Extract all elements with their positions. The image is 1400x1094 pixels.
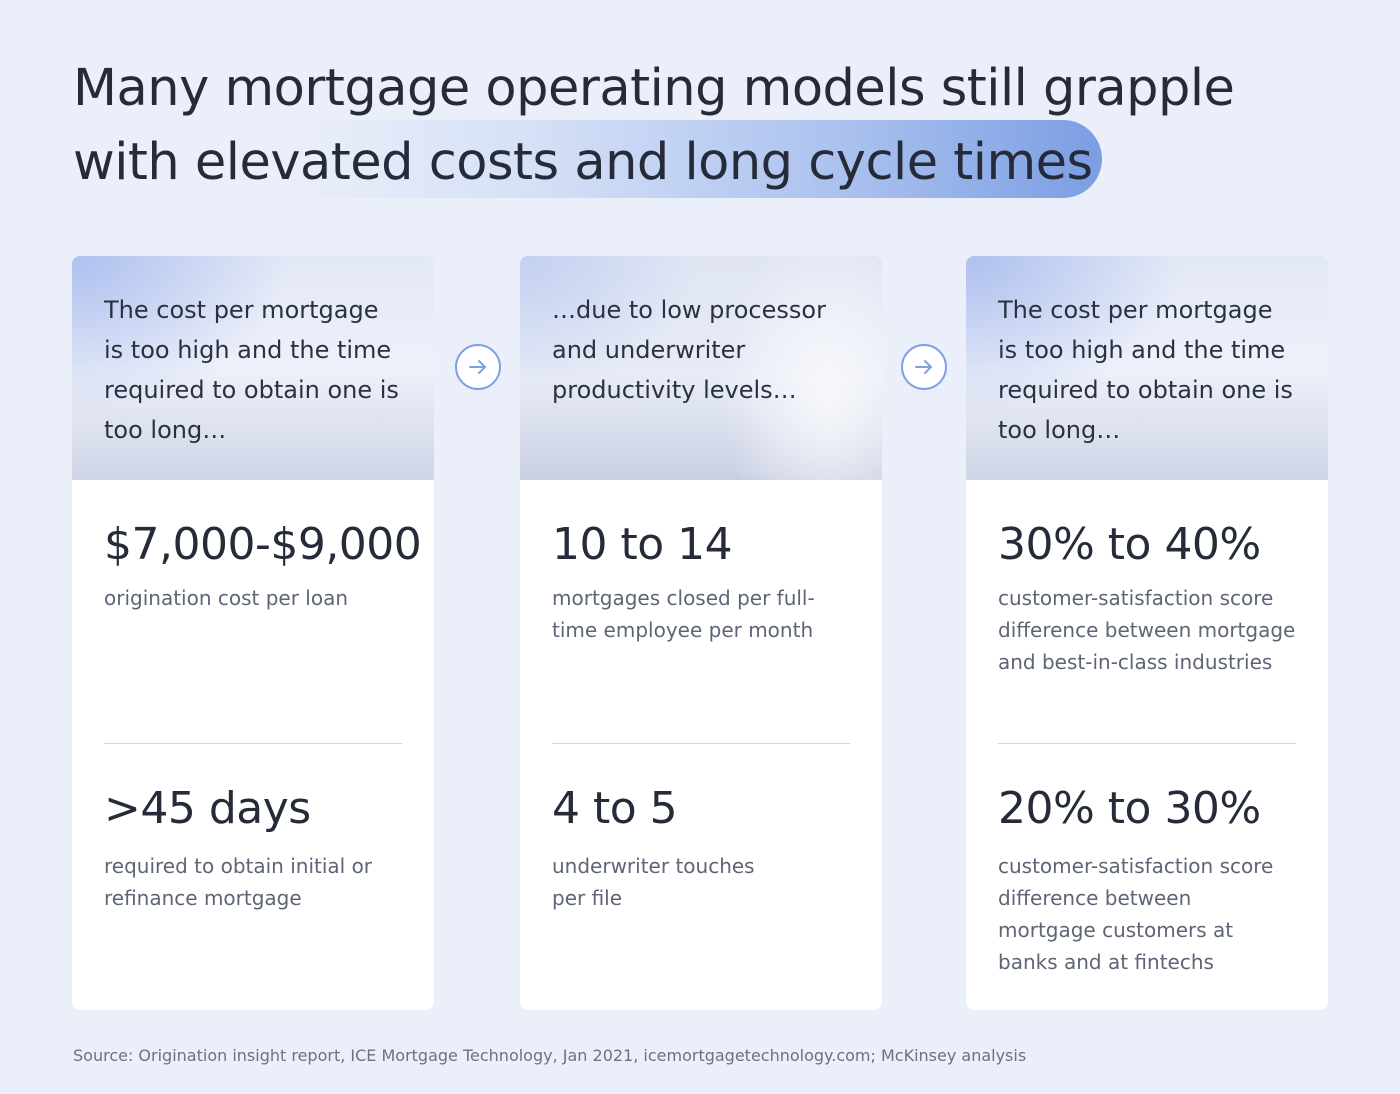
card-productivity: …due to low processor and underwriter pr…	[520, 256, 882, 1010]
stat-block: $7,000-$9,000 origination cost per loan	[104, 514, 422, 614]
card-header: The cost per mortgage is too high and th…	[966, 256, 1328, 480]
divider	[104, 743, 402, 744]
stat-description: mortgages closed per full-time employee …	[552, 586, 815, 642]
stat-value: 10 to 14	[552, 519, 733, 570]
stat-description: customer-satisfaction score difference b…	[998, 586, 1296, 674]
card-header-text: The cost per mortgage is too high and th…	[104, 296, 399, 444]
title-line-2: with elevated costs and long cycle times	[73, 133, 1093, 192]
card-customer-satisfaction: The cost per mortgage is too high and th…	[966, 256, 1328, 1010]
arrow-right-glyph	[469, 360, 486, 374]
stat-description: customer-satisfaction score difference b…	[998, 854, 1274, 974]
stat-block: 10 to 14 mortgages closed per full-time …	[552, 514, 852, 646]
stat-value: 30% to 40%	[998, 519, 1261, 570]
divider	[552, 743, 850, 744]
card-cost-per-mortgage: The cost per mortgage is too high and th…	[72, 256, 434, 1010]
stat-description: required to obtain initial or refinance …	[104, 854, 373, 910]
stat-value: 20% to 30%	[998, 783, 1261, 834]
stat-block: >45 days required to obtain initial or r…	[104, 778, 404, 914]
stat-block: 4 to 5 underwriter touches per file	[552, 778, 852, 914]
stat-description: underwriter touches per file	[552, 854, 755, 910]
card-header-text: The cost per mortgage is too high and th…	[998, 296, 1293, 444]
page-title: Many mortgage operating models still gra…	[73, 52, 1313, 200]
title-line-1: Many mortgage operating models still gra…	[73, 59, 1235, 118]
arrow-right-icon	[901, 344, 947, 390]
stat-value: $7,000-$9,000	[104, 519, 422, 570]
arrow-right-icon	[455, 344, 501, 390]
title-highlight	[280, 120, 1102, 198]
stat-value: >45 days	[104, 783, 311, 834]
card-header: …due to low processor and underwriter pr…	[520, 256, 882, 480]
stat-block: 20% to 30% customer-satisfaction score d…	[998, 778, 1298, 978]
stat-block: 30% to 40% customer-satisfaction score d…	[998, 514, 1298, 678]
card-header-text: …due to low processor and underwriter pr…	[552, 296, 826, 404]
card-header: The cost per mortgage is too high and th…	[72, 256, 434, 480]
divider	[998, 743, 1296, 744]
source-note: Source: Origination insight report, ICE …	[73, 1046, 1027, 1065]
stat-description: origination cost per loan	[104, 586, 349, 610]
stat-value: 4 to 5	[552, 783, 678, 834]
arrow-right-glyph	[915, 360, 932, 374]
